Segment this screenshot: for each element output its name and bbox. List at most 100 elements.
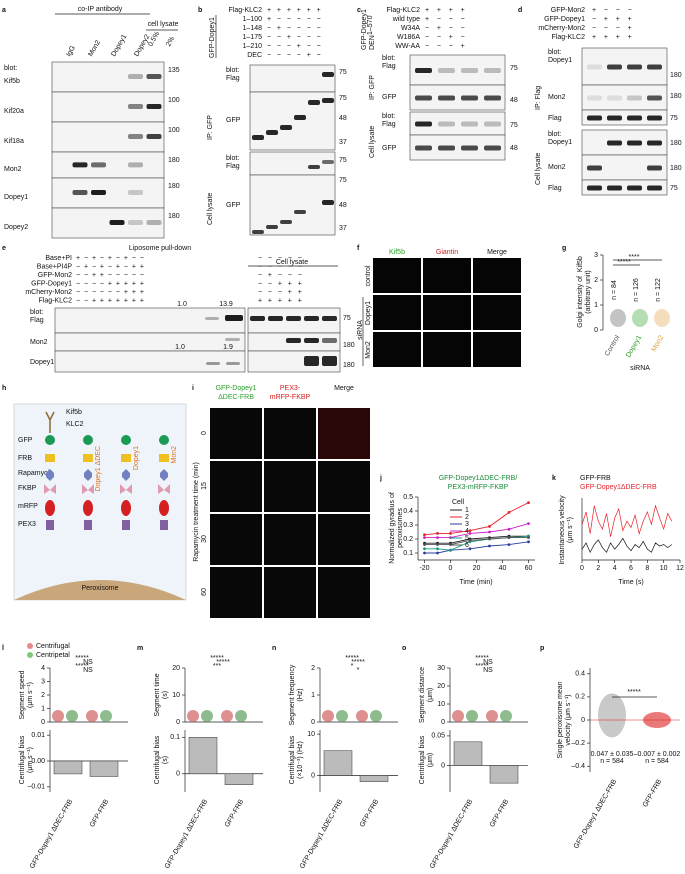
label: 4 bbox=[613, 565, 617, 572]
label: blot: bbox=[548, 49, 561, 56]
point-cloud bbox=[598, 693, 626, 738]
label: 1 bbox=[311, 692, 315, 699]
label: –0.2 bbox=[571, 740, 585, 747]
label: + − − − bbox=[592, 7, 632, 14]
label: Cell lysate bbox=[207, 193, 214, 225]
violin bbox=[66, 710, 78, 722]
label: Mon2 bbox=[30, 339, 48, 346]
micrograph bbox=[373, 332, 421, 367]
band bbox=[461, 95, 478, 101]
gfp bbox=[121, 435, 131, 445]
frb bbox=[45, 454, 55, 462]
label: GFP-Mon2 bbox=[551, 7, 585, 14]
point bbox=[449, 548, 452, 552]
label: GFP-FRB bbox=[642, 778, 664, 808]
band bbox=[647, 165, 662, 171]
label: Segment speed bbox=[19, 670, 26, 719]
band bbox=[647, 64, 662, 70]
label: 180 bbox=[670, 140, 682, 147]
label: ***** bbox=[216, 659, 230, 666]
rapamycin bbox=[160, 469, 168, 481]
band bbox=[280, 220, 292, 224]
label: n = 584 bbox=[645, 758, 669, 765]
panel-label: k bbox=[552, 475, 556, 482]
micrograph bbox=[423, 295, 471, 330]
label: + − − − bbox=[425, 16, 465, 23]
label: -20 bbox=[419, 565, 429, 572]
label: GFP-Mon2 bbox=[38, 272, 72, 279]
band bbox=[647, 140, 662, 146]
blot bbox=[581, 109, 668, 126]
label: 1–148 bbox=[243, 25, 263, 32]
label: − − − + bbox=[425, 43, 465, 50]
panel-label: f bbox=[357, 245, 360, 252]
band bbox=[146, 134, 162, 139]
violin bbox=[52, 710, 64, 722]
point bbox=[423, 533, 426, 537]
series-line bbox=[581, 504, 673, 537]
label: 0.2 bbox=[575, 694, 585, 701]
label: 100 bbox=[168, 97, 180, 104]
diagram-frame bbox=[13, 403, 187, 601]
band bbox=[128, 134, 143, 139]
label: ***** bbox=[75, 663, 89, 670]
label: Dopey1 bbox=[30, 359, 54, 366]
label: NS bbox=[483, 659, 493, 666]
label: 0.01 bbox=[31, 732, 45, 739]
band bbox=[322, 356, 337, 366]
band bbox=[647, 115, 662, 121]
label: GFP-FRB bbox=[359, 798, 381, 828]
band bbox=[461, 145, 478, 151]
label: 60 bbox=[525, 565, 533, 572]
bar bbox=[359, 775, 389, 782]
label: ***** bbox=[75, 655, 89, 662]
point bbox=[423, 543, 426, 546]
label: GFP-Dopey1 ΔDEC-FRB bbox=[573, 778, 619, 850]
label: 6 bbox=[465, 542, 469, 549]
label: Peroxisome bbox=[82, 585, 119, 592]
label: ***** bbox=[345, 655, 359, 662]
label: 48 bbox=[339, 202, 347, 209]
label: 75 bbox=[510, 65, 518, 72]
label: siRNA bbox=[630, 365, 650, 372]
fkbp bbox=[120, 484, 132, 494]
label: Mon2 bbox=[651, 334, 666, 353]
pex3 bbox=[46, 520, 54, 530]
fkbp bbox=[158, 484, 170, 494]
point bbox=[423, 551, 426, 555]
band bbox=[461, 68, 478, 73]
label: 0 bbox=[581, 717, 585, 724]
frb bbox=[121, 454, 131, 462]
label: Centrifugal bias bbox=[419, 735, 426, 784]
label: − + − − bbox=[425, 25, 465, 32]
violin bbox=[466, 710, 478, 722]
micrograph bbox=[318, 461, 370, 512]
label: GFP bbox=[18, 437, 33, 444]
label: Dopey1 ΔDEC bbox=[95, 446, 102, 492]
panel-label: i bbox=[192, 385, 194, 392]
label: WW-AA bbox=[395, 43, 420, 50]
label: 0.1 bbox=[170, 734, 180, 741]
label: ***** bbox=[475, 655, 489, 662]
band bbox=[308, 165, 320, 169]
band bbox=[205, 317, 219, 320]
band bbox=[484, 145, 501, 151]
band bbox=[627, 140, 642, 146]
point bbox=[527, 501, 530, 504]
band bbox=[252, 230, 264, 234]
micrograph bbox=[423, 258, 471, 293]
label: 2 bbox=[465, 514, 469, 521]
label: 75 bbox=[343, 315, 351, 322]
label: 20 bbox=[473, 565, 481, 572]
micrograph bbox=[264, 408, 316, 459]
label: IP: GFP bbox=[207, 115, 214, 140]
label: * bbox=[357, 667, 360, 674]
panel-label: p bbox=[540, 645, 544, 652]
label: IP: Flag bbox=[535, 86, 542, 110]
label: Flag-KLC2 bbox=[39, 297, 73, 304]
label: 3 bbox=[465, 521, 469, 528]
label: Flag bbox=[30, 317, 44, 324]
panel-label: c bbox=[357, 7, 361, 14]
point bbox=[507, 536, 511, 539]
label: 20 bbox=[437, 683, 445, 690]
